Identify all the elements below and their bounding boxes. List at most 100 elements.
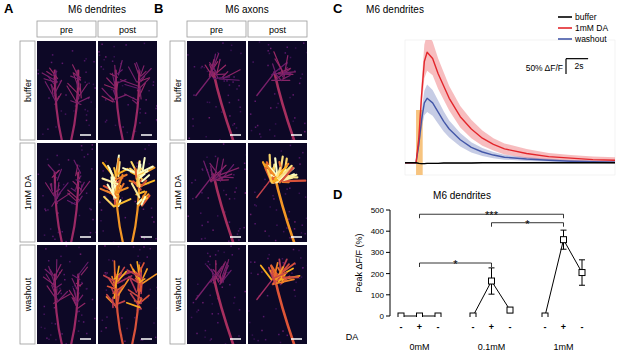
trace (405, 52, 615, 162)
noise (215, 254, 217, 256)
noise (201, 225, 203, 227)
noise (68, 159, 70, 161)
noise (101, 44, 103, 46)
neurite (115, 65, 116, 81)
neurite (77, 303, 85, 308)
noise (148, 145, 150, 147)
noise (106, 316, 108, 318)
noise (305, 196, 307, 198)
neurite (275, 277, 294, 344)
noise (105, 121, 107, 123)
noise (63, 184, 64, 186)
micrograph (37, 245, 96, 344)
neurite (136, 178, 138, 186)
row-header: buffer (173, 79, 183, 102)
noise (282, 258, 284, 260)
legend-label: 1mM DA (575, 23, 608, 33)
noise (113, 46, 115, 48)
neurite (272, 270, 275, 283)
noise (208, 261, 210, 263)
neurite (196, 277, 214, 300)
neurite (108, 286, 117, 289)
scale-bar (230, 236, 241, 238)
scale-bar (80, 236, 91, 238)
noise (275, 308, 277, 310)
noise (87, 154, 89, 156)
noise (55, 339, 57, 341)
neurite (52, 193, 61, 207)
noise (139, 249, 141, 251)
noise (207, 197, 209, 199)
noise (229, 221, 231, 223)
neurite (55, 289, 57, 300)
noise (106, 272, 108, 274)
noise (209, 256, 211, 258)
noise (204, 67, 206, 69)
neurite (214, 175, 233, 242)
error-band (405, 40, 615, 163)
neurite (45, 82, 53, 96)
noise (234, 123, 236, 125)
noise (238, 99, 240, 101)
noise (252, 334, 254, 336)
noise (261, 271, 263, 273)
noise (83, 321, 85, 323)
noise (103, 68, 105, 70)
point (542, 313, 548, 317)
noise (92, 144, 94, 146)
noise (292, 94, 294, 96)
noise (202, 170, 204, 172)
noise (87, 110, 89, 112)
row-header-box (170, 41, 185, 140)
error-bar (579, 260, 585, 285)
noise (302, 267, 304, 269)
neurite (142, 197, 146, 205)
error-bar-cap (561, 230, 567, 231)
neurite (55, 71, 62, 140)
noise (301, 276, 303, 278)
neurite (55, 173, 62, 242)
neurite (125, 94, 139, 101)
neurite (72, 279, 79, 294)
image-background (187, 41, 246, 140)
noise (65, 94, 67, 96)
noise (66, 245, 68, 247)
scale-bar (291, 134, 302, 136)
neurite (73, 181, 81, 189)
noise (295, 47, 297, 49)
noise (195, 179, 197, 181)
noise (288, 218, 290, 220)
noise (79, 215, 81, 217)
neurite (136, 63, 139, 72)
noise (209, 102, 211, 104)
noise (193, 94, 195, 96)
noise (256, 205, 257, 207)
noise (151, 207, 153, 209)
noise (280, 342, 282, 344)
noise (273, 198, 275, 200)
noise (98, 51, 100, 53)
neurite (102, 178, 118, 184)
scale-bar (230, 134, 241, 136)
row-header: washout (173, 277, 183, 312)
neurite (129, 67, 137, 82)
noise (134, 317, 136, 319)
noise (72, 50, 74, 52)
y-tick (386, 252, 390, 253)
noise (78, 330, 80, 332)
image-background (37, 143, 96, 242)
noise (59, 288, 61, 290)
group-label: 0mM (410, 342, 430, 352)
noise (294, 117, 296, 119)
noise (47, 128, 49, 130)
noise (144, 148, 146, 150)
noise (219, 139, 221, 140)
noise (139, 122, 141, 124)
noise (100, 220, 102, 222)
noise (84, 140, 86, 141)
noise (230, 245, 232, 247)
noise (48, 339, 50, 341)
neurite (76, 284, 82, 289)
noise (61, 333, 63, 335)
legend-label: washout (574, 34, 607, 44)
